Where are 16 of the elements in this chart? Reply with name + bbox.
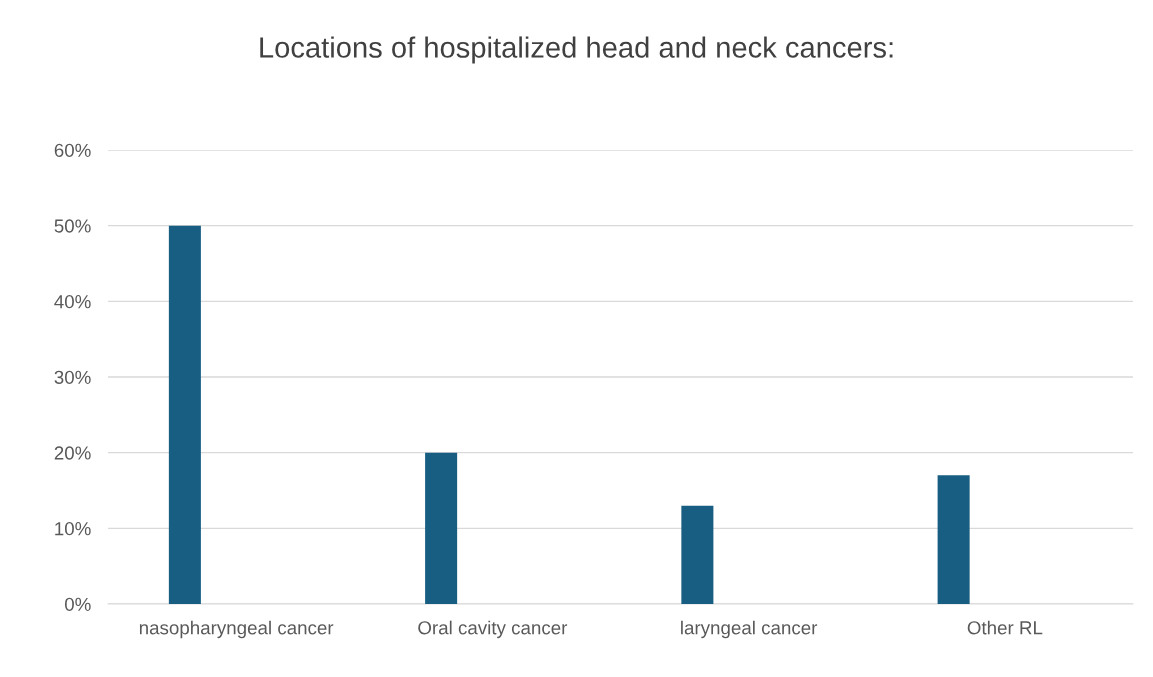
bar — [425, 452, 458, 604]
y-tick-label: 60% — [54, 143, 91, 157]
chart-title: Locations of hospitalized head and neck cancers: — [260, 36, 893, 64]
bar — [681, 505, 714, 604]
x-tick-label: Other RL — [967, 620, 1043, 635]
y-tick-label: 40% — [54, 295, 91, 309]
x-tick-label: Oral cavity cancer — [418, 620, 568, 639]
y-tick-label: 10% — [55, 522, 91, 536]
y-tick-label: 50% — [54, 219, 91, 233]
bar — [168, 225, 201, 604]
y-tick-label: 0% — [64, 597, 91, 611]
y-tick-label: 20% — [54, 446, 91, 460]
bar — [937, 475, 970, 604]
x-tick-label: laryngeal cancer — [681, 620, 818, 639]
x-tick-label: nasopharyngeal cancer — [139, 620, 334, 639]
y-tick-label: 30% — [54, 370, 91, 384]
